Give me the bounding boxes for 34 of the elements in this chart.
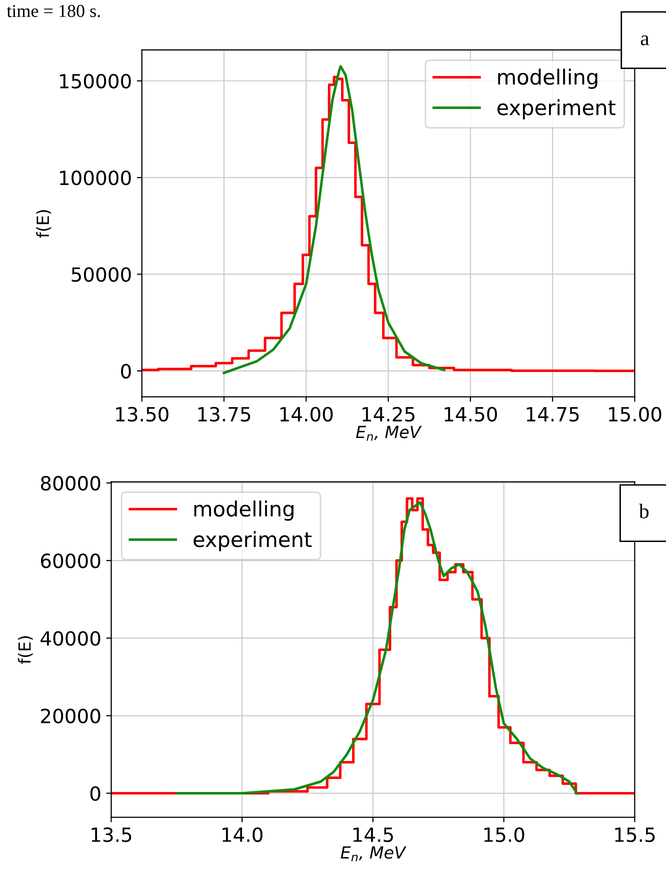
x-tick-label: 15.5 (615, 828, 655, 842)
text: b (638, 504, 649, 518)
x-tick-label: 14.00 (280, 406, 333, 422)
legend-label: experiment (194, 531, 312, 552)
y-tick-label: 0 (121, 364, 131, 379)
x-tick-label: 14.5 (353, 828, 393, 842)
y-axis-title: f(E) (36, 210, 52, 238)
y-tick-label: 50000 (72, 267, 131, 282)
x-tick-label: 15.0 (484, 827, 524, 842)
legend-label: modelling (498, 68, 598, 89)
x-tick-label: 13.75 (198, 406, 250, 422)
line-series (222, 65, 446, 374)
x-tick-label: 14.50 (444, 406, 497, 422)
x-tick-label: 13.5 (92, 827, 132, 842)
text: time = 180 s. (6, 4, 100, 18)
x-axis-title: E$_{n}$, MeV (356, 426, 422, 441)
line-series (175, 501, 578, 795)
y-tick-label: 20000 (41, 708, 100, 724)
y-tick-label: 0 (90, 786, 100, 801)
y-axis-title: f(E) (18, 636, 33, 664)
y-tick-label: 40000 (40, 631, 100, 646)
x-tick-label: 14.25 (362, 406, 414, 422)
y-tick-label: 100000 (60, 170, 131, 186)
legend-label: modelling (194, 500, 294, 521)
x-tick-label: 15.00 (609, 406, 662, 422)
y-tick-label: 80000 (40, 476, 100, 491)
legend-label: experiment (497, 99, 616, 120)
x-tick-label: 14.75 (526, 407, 579, 422)
x-axis-title: E$_{n}$, MeV (340, 846, 406, 862)
text: a (640, 35, 650, 46)
x-tick-label: 14.0 (222, 827, 262, 842)
y-tick-label: 60000 (41, 553, 100, 568)
y-tick-label: 150000 (60, 74, 131, 89)
x-tick-label: 13.50 (116, 406, 168, 422)
